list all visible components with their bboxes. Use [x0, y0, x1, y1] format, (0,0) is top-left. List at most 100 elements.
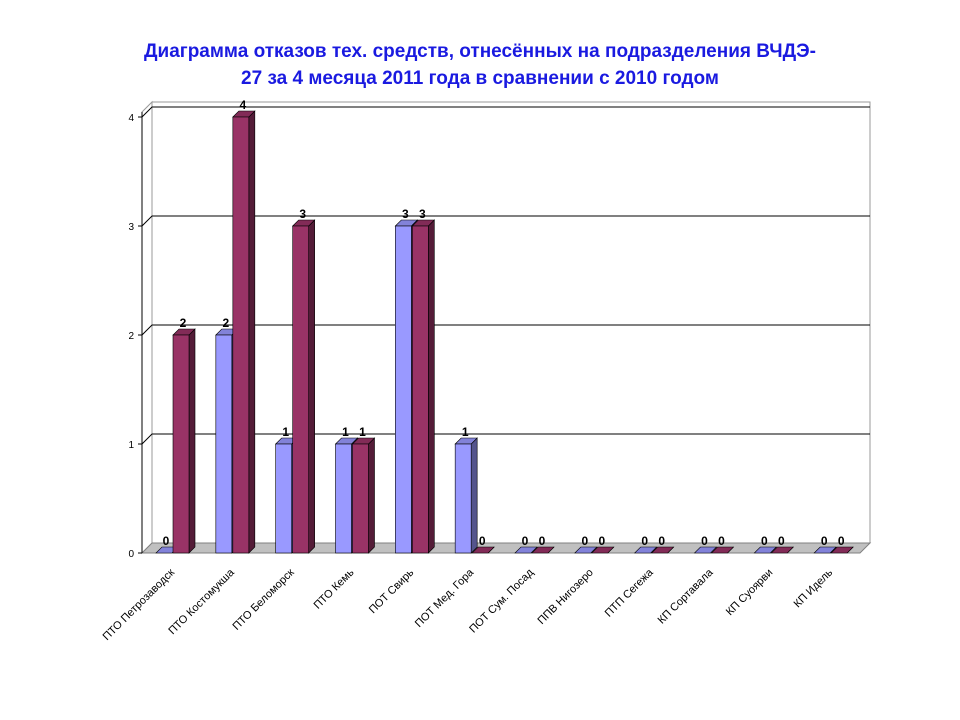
x-tick-label: КП Идель	[792, 566, 836, 610]
bar-front	[335, 443, 352, 554]
data-label: 1	[282, 425, 289, 439]
bar	[770, 546, 795, 554]
gridline	[141, 106, 870, 118]
bar-top	[813, 546, 837, 554]
bar-side	[248, 110, 256, 554]
data-label: 1	[342, 425, 349, 439]
x-tick-label: ПТО Петрозаводск	[101, 567, 178, 644]
y-axis: 0 1 2 3 4	[128, 112, 143, 560]
bar	[291, 219, 316, 554]
back-wall	[151, 101, 871, 544]
data-label: 0	[539, 534, 546, 548]
bar-front	[412, 225, 429, 554]
bar	[753, 546, 778, 554]
data-label: 2	[222, 316, 229, 330]
bar-top	[514, 546, 538, 554]
bar-front	[352, 443, 369, 554]
bar-front	[215, 334, 233, 554]
bar	[710, 546, 735, 554]
data-label: 0	[701, 534, 708, 548]
plot-frame	[140, 100, 872, 555]
bar-front	[275, 443, 292, 554]
x-tick-label: ПОТ Свирь	[367, 566, 417, 616]
bar	[454, 437, 478, 554]
data-label: 0	[658, 534, 665, 548]
bar	[232, 110, 256, 554]
bar	[650, 546, 675, 554]
bar-side	[308, 219, 315, 554]
data-label: 1	[462, 425, 469, 439]
data-label: 0	[598, 534, 605, 548]
x-tick-label: ПТП Сегежа	[603, 566, 657, 620]
bar-top	[830, 546, 854, 554]
bar	[514, 546, 538, 554]
bar-top	[574, 546, 598, 554]
gridlines	[141, 106, 870, 445]
bar-top	[753, 546, 778, 554]
bar-top	[471, 546, 495, 554]
data-label: 0	[821, 534, 828, 548]
bar-side	[470, 437, 478, 554]
x-tick-label: ПТО Беломорск	[231, 567, 297, 633]
x-tick-label: ПОТ Сум. Посад	[467, 566, 536, 635]
x-tick-label: ПТО Кемь	[312, 566, 357, 611]
y-tick-label: 4	[128, 113, 134, 124]
bar-top	[531, 546, 555, 554]
bar	[172, 328, 196, 554]
bars	[155, 110, 854, 554]
bar	[531, 546, 555, 554]
data-label: 3	[402, 207, 409, 221]
x-tick-label: ПОТ Мед. Гора	[413, 566, 477, 630]
data-label: 0	[838, 534, 845, 548]
data-label: 1	[359, 425, 366, 439]
bar-top	[770, 546, 795, 554]
bar	[693, 546, 718, 554]
x-tick-label: КП Сортавала	[656, 566, 717, 627]
bar	[633, 546, 658, 554]
bar-top	[710, 546, 735, 554]
bar	[830, 546, 854, 554]
chart-title-line-1: Диаграмма отказов тех. средств, отнесённ…	[144, 41, 816, 62]
bar	[574, 546, 598, 554]
bar-side	[428, 219, 435, 554]
bar-side	[188, 328, 196, 554]
x-tick-label: КП Суоярви	[724, 567, 776, 619]
data-label: 0	[479, 534, 486, 548]
bar-front	[395, 225, 412, 554]
floor	[140, 542, 872, 554]
gridline	[141, 433, 870, 445]
bar-top	[591, 546, 615, 554]
chart-title: Диаграмма отказов тех. средств, отнесённ…	[0, 38, 960, 92]
side-wall	[141, 100, 153, 555]
chart-title-line-2: 27 за 4 месяца 2011 года в сравнении с 2…	[241, 68, 719, 89]
y-tick-label: 3	[128, 222, 134, 233]
y-tick-label: 0	[128, 549, 134, 560]
bar-front	[292, 225, 309, 554]
y-tick-label: 1	[128, 440, 134, 451]
data-label: 0	[718, 534, 725, 548]
data-label: 0	[522, 534, 529, 548]
data-label: 0	[641, 534, 648, 548]
x-tick-label: ППВ Нигозеро	[536, 567, 596, 627]
data-label: 3	[419, 207, 426, 221]
bar-front	[454, 443, 472, 554]
data-label: 0	[761, 534, 768, 548]
bar-front	[232, 116, 250, 554]
bar	[591, 546, 615, 554]
bar-top	[693, 546, 718, 554]
bar	[411, 219, 436, 554]
data-label: 4	[239, 98, 246, 112]
bar-front	[172, 334, 190, 554]
bar	[813, 546, 837, 554]
bar	[471, 546, 495, 554]
bar-top	[633, 546, 658, 554]
bar	[351, 437, 376, 554]
data-label: 0	[581, 534, 588, 548]
gridline	[141, 215, 870, 227]
data-label: 3	[299, 207, 306, 221]
data-label: 2	[180, 316, 187, 330]
bar-side	[368, 437, 375, 554]
